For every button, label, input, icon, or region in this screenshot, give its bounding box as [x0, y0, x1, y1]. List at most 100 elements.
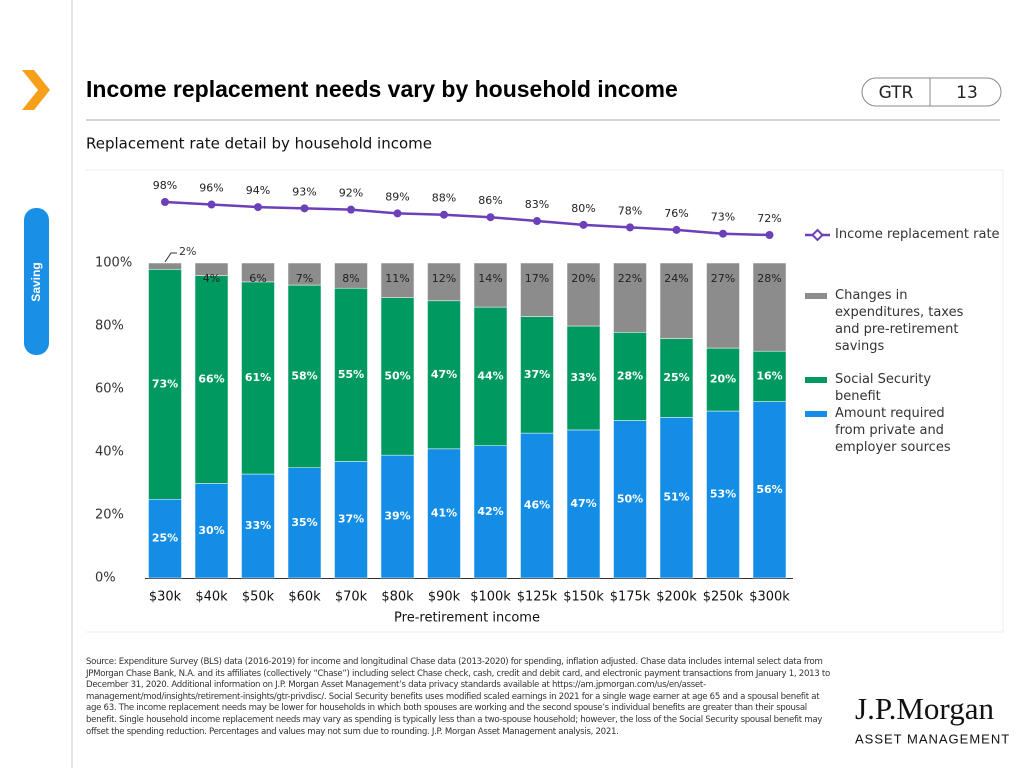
bar-segment [566, 429, 601, 579]
data-label: 24% [664, 272, 688, 285]
bar-segment [380, 297, 415, 456]
bar-segment [334, 262, 368, 289]
chart-subtitle: Replacement rate detail by household inc… [86, 135, 432, 153]
data-label: 37% [524, 368, 550, 381]
bar-segment [427, 262, 461, 302]
line-label: 83% [525, 198, 549, 211]
bar-segment [520, 262, 554, 317]
chevron [22, 70, 50, 110]
line-label: 73% [711, 211, 735, 224]
y-tick-label: 40% [95, 445, 124, 460]
bar-segment [752, 350, 787, 402]
data-label: 20% [571, 272, 595, 285]
y-tick-label: 60% [95, 382, 124, 397]
bar-segment [706, 347, 740, 412]
line-label: 76% [664, 207, 688, 220]
line-point [533, 217, 541, 226]
line-label: 92% [339, 187, 363, 200]
bar-segment [148, 262, 182, 270]
line-point [719, 229, 727, 238]
line-label: 89% [385, 190, 409, 203]
bar-segment [613, 420, 647, 579]
data-label: 7% [296, 272, 313, 285]
data-label: 30% [198, 524, 224, 537]
x-tick-label: $60k [288, 590, 321, 605]
data-label: 50% [384, 369, 410, 382]
line [164, 200, 770, 237]
bar-segment [241, 473, 275, 579]
bar-segment [427, 300, 461, 450]
bar-segment [473, 306, 508, 446]
data-label: 11% [385, 272, 409, 285]
data-label: 14% [478, 272, 502, 285]
bar-segment [241, 281, 275, 475]
data-label: 25% [663, 371, 689, 384]
legend-label: Amount required from private and employe… [835, 406, 951, 455]
data-label: 61% [245, 371, 271, 384]
x-tick-label: $40k [195, 590, 228, 605]
y-tick-label: 100% [95, 256, 132, 271]
data-label: 47% [431, 368, 457, 381]
data-label: 44% [477, 369, 503, 382]
bar-segment [752, 262, 787, 352]
x-axis-title: Pre-retirement income [394, 611, 540, 626]
bar-segment [659, 338, 694, 418]
legend-label: Income replacement rate [835, 227, 1000, 242]
bar-segment [520, 316, 554, 434]
data-label: 8% [342, 272, 359, 285]
bar-segment [334, 287, 368, 462]
data-label: 17% [525, 272, 549, 285]
bar-segment [194, 262, 229, 276]
line-label: 86% [478, 194, 502, 207]
line-point [765, 231, 774, 239]
x-tick-label: $30k [149, 590, 182, 605]
x-tick-label: $50k [242, 590, 275, 605]
x-tick-label: $100k [470, 590, 511, 605]
line-label: 72% [757, 212, 781, 225]
x-tick-label: $200k [656, 590, 697, 605]
legend-label: Social Security benefit [835, 372, 932, 404]
data-label: 37% [338, 513, 364, 526]
line-label: 93% [292, 185, 316, 198]
legend-swatch [805, 293, 827, 299]
slide-title: Income replacement needs vary by househo… [86, 76, 678, 102]
line-label: 94% [246, 184, 270, 197]
bar-segment [613, 262, 647, 333]
bar-segment [427, 448, 461, 579]
bar-segment [566, 325, 601, 431]
data-label: 58% [291, 369, 317, 382]
x-tick-label: $70k [335, 590, 368, 605]
line-point [393, 209, 402, 218]
legend-swatch [811, 228, 824, 242]
x-tick-label: $80k [381, 590, 414, 605]
line-point [300, 204, 309, 213]
bar-segment [613, 332, 647, 421]
line-point [672, 225, 681, 234]
page-number: 13 [956, 83, 978, 103]
x-tick-label: $300k [749, 590, 790, 605]
legend-swatch [805, 377, 827, 383]
data-label: 28% [617, 369, 643, 382]
bar-segment [334, 461, 368, 579]
legend-swatch [805, 411, 827, 417]
bar-segment [659, 262, 694, 339]
section-label: Saving [29, 262, 43, 301]
legend-label: Changes in expenditures, taxes and pre-r… [835, 288, 964, 354]
bar-segment [287, 467, 322, 579]
section-tab [24, 208, 49, 355]
footnote: Source: Expenditure Survey (BLS) data (2… [86, 657, 830, 737]
data-label: 27% [711, 272, 735, 285]
line-point [347, 205, 355, 214]
line-point [207, 200, 216, 209]
bar-segment [380, 262, 415, 298]
bar-segment [241, 262, 275, 283]
data-label: 16% [756, 369, 782, 382]
data-label: 66% [198, 373, 224, 386]
line-point [626, 223, 634, 232]
page-pill [861, 77, 1002, 107]
data-label: 12% [432, 272, 456, 285]
line-label: 80% [571, 202, 595, 215]
y-tick-label: 80% [95, 319, 124, 334]
